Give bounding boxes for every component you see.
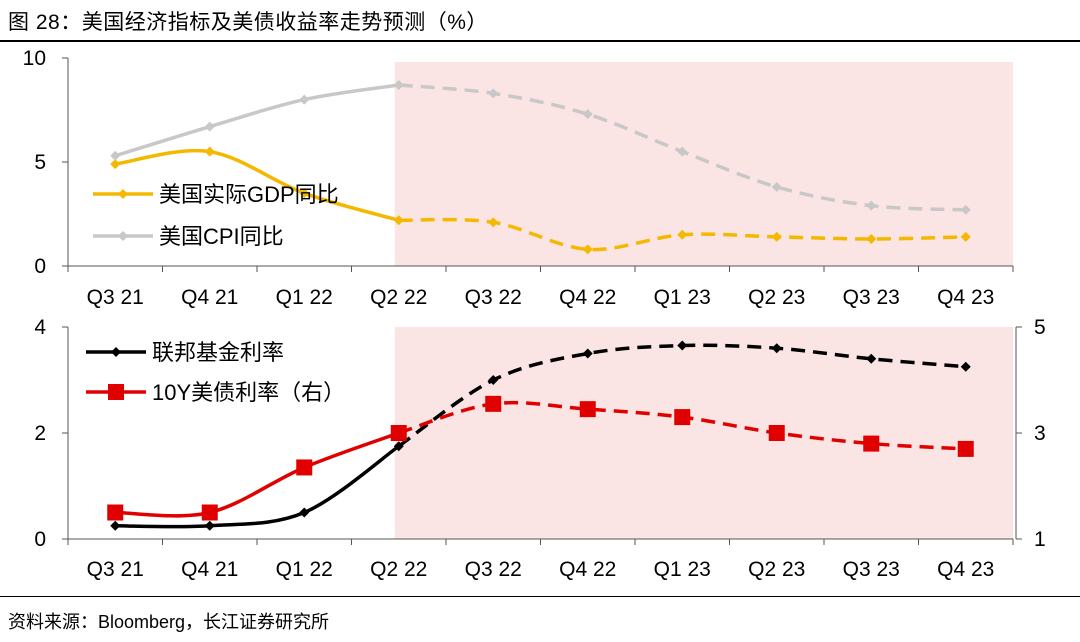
y-tick-label-left: 2 (34, 422, 46, 445)
figure-title: 图 28：美国经济指标及美债收益率走势预测（%） (8, 11, 488, 34)
series-1-0-point (771, 343, 782, 354)
x-tick-label: Q1 22 (276, 558, 333, 581)
series-1-1-point (201, 504, 218, 521)
x-tick-label: Q3 23 (843, 558, 900, 581)
legend-label: 美国实际GDP同比 (159, 182, 339, 207)
series-0-1-point (866, 200, 877, 211)
x-tick-label: Q4 21 (181, 558, 238, 581)
series-0-0-point (488, 217, 499, 228)
series-1-0-point (488, 375, 499, 385)
series-0-0-point (299, 188, 310, 199)
x-tick-label: Q4 23 (937, 558, 994, 581)
series-0-0-point (582, 244, 593, 255)
series-0-0-actual-line (113, 148, 401, 222)
series-0-1-point (960, 204, 971, 215)
series-0-0-point (110, 159, 121, 170)
series-0-0-point (204, 146, 215, 157)
legend-label: 美国CPI同比 (159, 224, 284, 249)
y-tick-label-left: 5 (34, 151, 46, 174)
series-1-0-point (677, 340, 688, 351)
forecast-shading (394, 327, 1013, 539)
x-tick-label: Q4 23 (937, 286, 994, 309)
x-tick-label: Q3 23 (843, 286, 900, 309)
series-0-0-point (677, 229, 688, 240)
series-0-1-point (488, 88, 499, 99)
series-0-1-actual-line (113, 83, 401, 158)
x-tick-label: Q3 21 (87, 286, 144, 309)
series-1-1-point (107, 504, 124, 521)
series-1-0-actual-line (113, 444, 401, 529)
series-1-1-point (768, 425, 785, 441)
y-tick-label-left: 10 (23, 47, 46, 70)
series-0-1-point (582, 109, 593, 120)
x-tick-label: Q1 22 (276, 286, 333, 309)
y-tick-label-right: 1 (1034, 528, 1046, 551)
legend-label: 10Y美债利率（右） (152, 380, 345, 405)
bottom-rule (0, 596, 1080, 597)
series-0-1-point (110, 150, 121, 161)
series-0-1-point (204, 121, 215, 132)
series-0-1-point (677, 146, 688, 157)
series-0-1-point (393, 80, 404, 91)
x-tick-label: Q2 23 (748, 286, 805, 309)
x-tick-label: Q3 21 (87, 558, 144, 581)
series-1-1-actual-line (113, 431, 401, 518)
y-tick-label-left: 0 (34, 255, 46, 278)
y-tick-label-right: 3 (1034, 422, 1046, 445)
series-1-0-point (582, 348, 593, 359)
series-0-0-point (393, 215, 404, 226)
series-0-0-point (771, 231, 782, 242)
forecast-shading (394, 62, 1013, 266)
series-0-0-point (960, 231, 971, 242)
x-tick-label: Q4 22 (559, 286, 616, 309)
x-tick-label: Q2 23 (748, 558, 805, 581)
x-tick-label: Q3 22 (465, 558, 522, 581)
x-tick-label: Q4 21 (181, 286, 238, 309)
series-1-0-point (299, 507, 310, 518)
y-tick-label-right: 5 (1034, 316, 1046, 339)
series-1-1-point (863, 435, 880, 452)
x-tick-label: Q4 22 (559, 558, 616, 581)
series-0-1-point (771, 181, 782, 192)
x-tick-label: Q3 22 (465, 286, 522, 309)
series-1-0-point (393, 441, 404, 452)
series-1-0-point (866, 353, 877, 364)
legend-label: 联邦基金利率 (152, 340, 284, 365)
series-1-1-point (579, 401, 596, 418)
series-1-0-point (960, 361, 971, 372)
x-tick-label: Q1 23 (654, 558, 711, 581)
series-1-1-point (296, 459, 313, 476)
series-1-0-point (204, 520, 215, 531)
series-1-1-point (390, 425, 407, 441)
series-1-0-point (110, 520, 121, 531)
title-rule (0, 40, 1080, 42)
source-note: 资料来源：Bloomberg，长江证券研究所 (8, 612, 330, 632)
series-1-1-point (674, 409, 691, 426)
x-tick-label: Q2 22 (370, 286, 427, 309)
x-tick-label: Q1 23 (654, 286, 711, 309)
series-0-0-point (866, 233, 877, 244)
y-tick-label-left: 4 (34, 316, 46, 339)
series-1-1-point (957, 440, 974, 457)
series-1-1-point (485, 395, 502, 412)
series-0-1-point (299, 94, 310, 105)
y-tick-label-left: 0 (34, 528, 46, 551)
x-tick-label: Q2 22 (370, 558, 427, 581)
